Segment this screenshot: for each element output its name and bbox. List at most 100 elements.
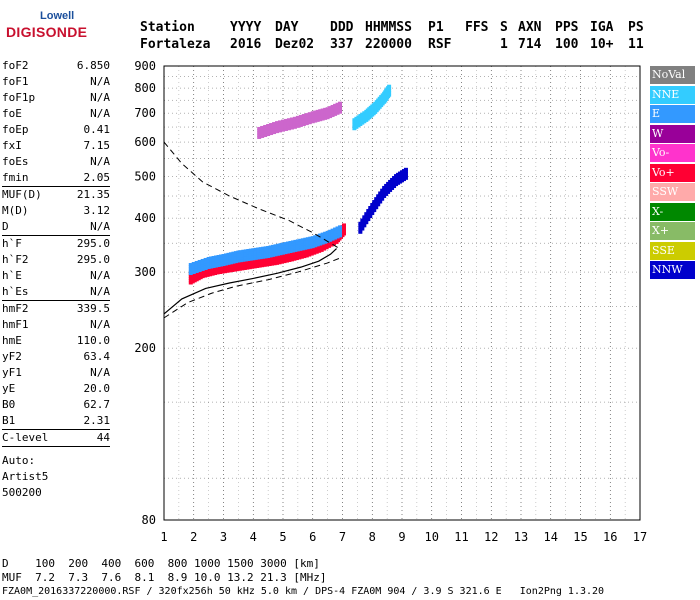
echo-cell xyxy=(328,112,333,116)
param-row: B1 2.31 xyxy=(2,413,110,429)
echo-cell xyxy=(292,257,297,261)
echo-cell xyxy=(281,128,285,132)
echo-cell xyxy=(320,110,325,114)
echo-cell xyxy=(231,260,236,264)
echo-cell xyxy=(262,259,267,263)
echo-cell xyxy=(200,267,205,271)
echo-cell xyxy=(263,133,268,137)
echo-cell xyxy=(295,122,300,126)
header-row1-cell: PPS xyxy=(555,20,579,35)
echo-cell xyxy=(304,122,309,126)
echo-cell xyxy=(338,232,343,236)
echo-cell xyxy=(208,270,213,274)
echo-cell xyxy=(188,263,193,267)
param-separator xyxy=(2,429,110,430)
echo-cell xyxy=(320,239,325,243)
echo-cell xyxy=(292,125,297,129)
header-row1-cell: Station xyxy=(140,20,195,35)
echo-cell xyxy=(323,231,328,235)
echo-cell xyxy=(305,246,310,250)
echo-cell xyxy=(256,254,261,258)
echo-cell xyxy=(312,247,317,251)
legend-item-vo: Vo- xyxy=(650,144,695,162)
echo-cell xyxy=(278,124,283,128)
dashed-profile-lower xyxy=(163,256,343,319)
echo-cell xyxy=(303,237,308,241)
echo-cell xyxy=(226,261,231,265)
echo-cell xyxy=(303,242,308,246)
echo-cell xyxy=(197,266,202,270)
echo-cell xyxy=(288,247,293,251)
echo-cell xyxy=(233,251,238,255)
echo-cell xyxy=(341,227,346,231)
echo-cell xyxy=(303,244,308,248)
echo-cell xyxy=(275,127,280,131)
echo-cell xyxy=(307,112,312,116)
echo-cell xyxy=(304,249,309,253)
echo-cell xyxy=(261,248,266,252)
param-name: M(D) xyxy=(2,204,29,217)
echo-cell xyxy=(302,255,307,259)
echo-cell xyxy=(216,257,221,261)
echo-cell xyxy=(188,265,193,269)
echo-cell xyxy=(211,255,216,259)
echo-cell xyxy=(269,125,274,129)
echo-cell xyxy=(330,237,335,241)
echo-cell xyxy=(197,259,202,263)
echo-cell xyxy=(276,248,281,252)
echo-cell xyxy=(245,262,250,266)
echo-cell xyxy=(323,116,328,120)
echo-cell xyxy=(238,252,243,256)
echo-cell xyxy=(333,112,338,116)
echo-cell xyxy=(292,119,297,123)
param-row: h`F2 295.0 xyxy=(2,252,110,268)
echo-cell xyxy=(278,129,283,133)
echo-cell xyxy=(265,261,270,265)
echo-cell xyxy=(191,262,196,266)
echo-cell xyxy=(307,116,312,120)
echo-cell xyxy=(208,273,213,277)
echo-cell xyxy=(235,268,240,272)
echo-cell xyxy=(257,129,262,133)
echo-cell xyxy=(266,245,271,249)
echo-cell xyxy=(263,253,268,257)
header-row1-cell: P1 xyxy=(428,20,444,35)
echo-cell xyxy=(248,257,253,261)
echo-cell xyxy=(289,121,294,125)
echo-cell xyxy=(219,261,224,265)
echo-cell xyxy=(376,107,381,111)
echo-cell xyxy=(307,118,312,122)
echo-cell xyxy=(286,120,291,124)
echo-cell xyxy=(317,249,322,253)
echo-cell xyxy=(273,244,278,248)
echo-cell xyxy=(289,253,294,257)
echo-cell xyxy=(388,188,393,192)
echo-cell xyxy=(298,119,303,123)
echo-cell xyxy=(370,212,375,216)
echo-cell xyxy=(275,125,280,129)
echo-cell xyxy=(289,124,294,128)
echo-cell xyxy=(277,258,282,262)
logo-line-2: DIGISONDE xyxy=(6,24,88,40)
echo-cell xyxy=(200,272,205,276)
echo-cell xyxy=(221,263,226,267)
param-name: D xyxy=(2,220,9,233)
echo-cell xyxy=(240,267,245,271)
echo-cell xyxy=(248,255,253,259)
echo-cell xyxy=(200,265,205,269)
param-value: 2.05 xyxy=(83,171,111,184)
echo-cell xyxy=(230,266,235,270)
echo-cell xyxy=(341,230,346,234)
echo-cell xyxy=(289,117,294,121)
echo-cell xyxy=(260,128,265,132)
y-tick-label: 500 xyxy=(134,169,156,183)
echo-cell xyxy=(280,256,285,260)
x-tick-label: 10 xyxy=(425,530,439,544)
echo-cell xyxy=(203,269,208,273)
echo-cell xyxy=(240,262,245,266)
echo-cell xyxy=(209,260,214,264)
echo-cell xyxy=(263,246,268,250)
echo-cell xyxy=(317,247,322,251)
x-tick-label: 4 xyxy=(250,530,257,544)
header-row2-cell: 100 xyxy=(555,37,579,52)
